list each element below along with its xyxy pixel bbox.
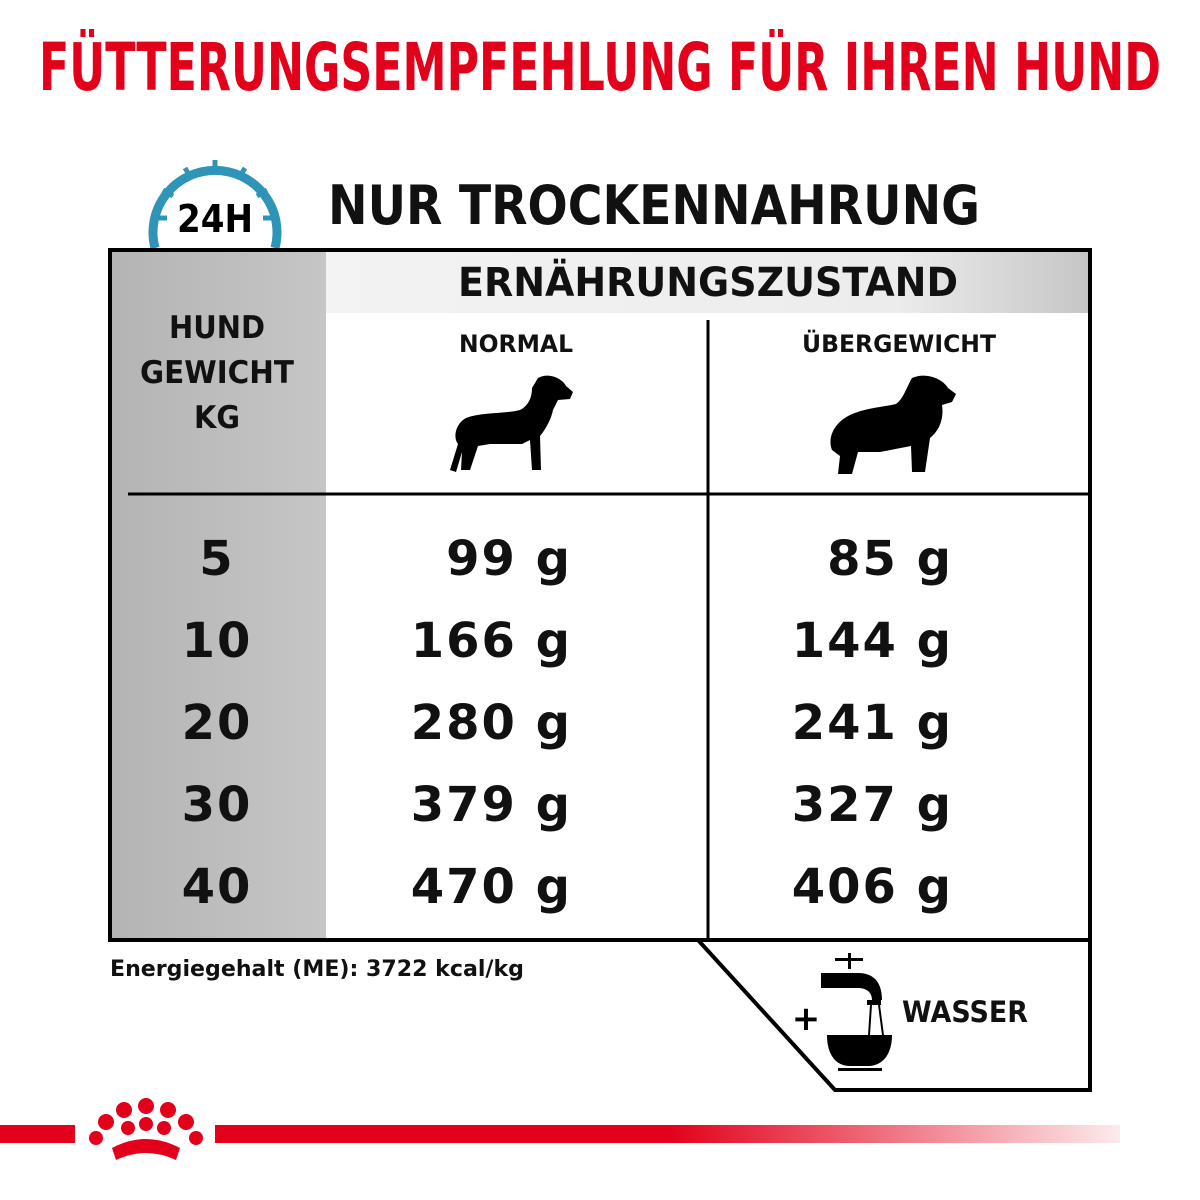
normal-amount-cell: 166 g xyxy=(411,613,572,669)
table-row: 20 280 g 241 g xyxy=(182,695,953,751)
overweight-amount-cell: 144 g xyxy=(792,613,953,669)
brand-bar-right xyxy=(215,1125,1120,1143)
overweight-amount-cell: 327 g xyxy=(792,777,953,833)
weight-header-line: GEWICHT xyxy=(140,355,294,391)
overweight-amount-cell: 241 g xyxy=(792,695,953,751)
water-tap-bowl-icon xyxy=(821,953,892,1071)
overweight-dog-icon xyxy=(830,375,956,474)
weight-header: HUND GEWICHT KG xyxy=(140,310,294,436)
column-header-overweight: ÜBERGEWICHT xyxy=(802,328,997,358)
weight-cell: 30 xyxy=(182,777,253,833)
page-title: FÜTTERUNGSEMPFEHLUNG FÜR IHREN HUND xyxy=(39,29,1161,106)
section-subtitle: NUR TROCKENNAHRUNG xyxy=(328,174,980,237)
clock-24h-label: 24H xyxy=(177,197,253,241)
water-box xyxy=(696,938,1092,1092)
weight-cell: 20 xyxy=(182,695,253,751)
nutrition-state-header: ERNÄHRUNGSZUSTAND xyxy=(458,258,958,306)
royal-canin-crown-logo xyxy=(89,1098,203,1160)
weight-header-line: HUND xyxy=(169,310,265,346)
weight-cell: 10 xyxy=(182,613,253,669)
table-row: 5 99 g 85 g xyxy=(199,531,953,587)
feeding-table xyxy=(108,248,1092,942)
overweight-amount-cell: 406 g xyxy=(792,859,953,915)
normal-amount-cell: 280 g xyxy=(411,695,572,751)
normal-amount-cell: 470 g xyxy=(411,859,572,915)
brand-bar-left xyxy=(0,1125,75,1143)
overweight-amount-cell: 85 g xyxy=(827,531,953,587)
weight-cell: 5 xyxy=(199,531,234,587)
table-row: 30 379 g 327 g xyxy=(182,777,953,833)
table-row: 40 470 g 406 g xyxy=(182,859,953,915)
column-header-normal: NORMAL xyxy=(459,330,573,358)
weight-header-line: KG xyxy=(194,400,240,436)
table-row: 10 166 g 144 g xyxy=(182,613,953,669)
water-label: WASSER xyxy=(902,995,1028,1029)
normal-amount-cell: 379 g xyxy=(411,777,572,833)
normal-amount-cell: 99 g xyxy=(446,531,572,587)
normal-dog-icon xyxy=(450,375,573,472)
energy-content-note: Energiegehalt (ME): 3722 kcal/kg xyxy=(110,957,524,982)
plus-sign: + xyxy=(792,999,821,1039)
clock-24h-icon: 24H xyxy=(148,160,282,250)
weight-cell: 40 xyxy=(182,859,253,915)
